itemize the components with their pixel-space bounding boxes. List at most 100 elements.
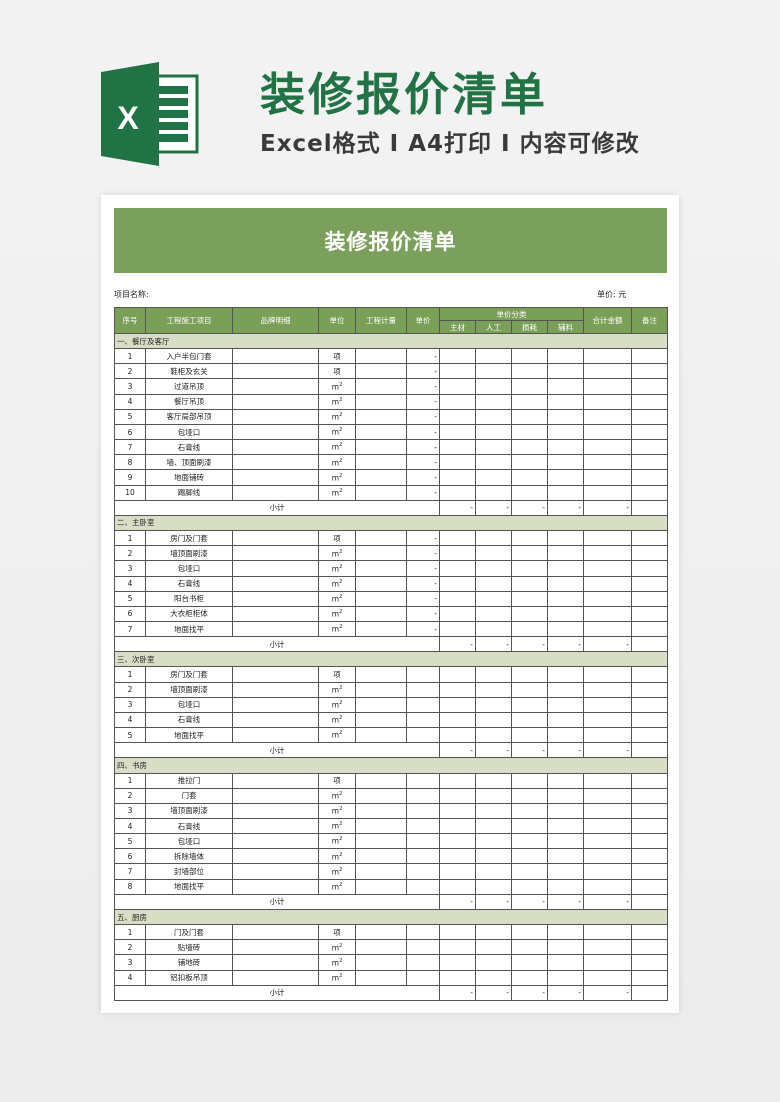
row-aux[interactable] [547, 802, 584, 820]
section-title[interactable]: 三、次卧室 [114, 651, 668, 668]
row-total[interactable] [583, 954, 632, 971]
row-no[interactable]: 2 [114, 363, 146, 380]
row-main[interactable] [439, 575, 476, 592]
row-labor[interactable] [475, 590, 512, 607]
row-remark[interactable] [631, 924, 668, 941]
subtotal-loss[interactable]: - [511, 893, 548, 910]
row-brand[interactable] [232, 454, 319, 471]
row-total[interactable] [583, 545, 632, 562]
row-item[interactable]: 餐厅吊顶 [145, 393, 233, 410]
row-brand[interactable] [232, 439, 319, 456]
row-loss[interactable] [511, 560, 548, 577]
row-brand[interactable] [232, 787, 319, 804]
row-brand[interactable] [232, 545, 319, 562]
row-loss[interactable] [511, 484, 548, 501]
row-loss[interactable] [511, 605, 548, 622]
row-total[interactable] [583, 802, 632, 820]
row-item[interactable]: 封墙部位 [145, 863, 233, 880]
subtotal-remark[interactable] [631, 984, 668, 1001]
row-price[interactable]: - [406, 620, 440, 638]
row-labor[interactable] [475, 924, 512, 941]
row-item[interactable]: 门及门套 [145, 924, 233, 941]
row-remark[interactable] [631, 484, 668, 501]
subtotal-loss[interactable]: - [511, 984, 548, 1001]
row-total[interactable] [583, 924, 632, 941]
row-item[interactable]: 包垭口 [145, 560, 233, 577]
row-main[interactable] [439, 924, 476, 941]
row-total[interactable] [583, 666, 632, 683]
row-price[interactable]: - [406, 423, 440, 441]
row-item[interactable]: 石膏线 [145, 575, 233, 592]
row-price[interactable] [406, 696, 440, 713]
row-item[interactable]: 铺地砖 [145, 954, 233, 971]
row-loss[interactable] [511, 393, 548, 410]
row-loss[interactable] [511, 954, 548, 971]
row-labor[interactable] [475, 408, 512, 425]
row-aux[interactable] [547, 863, 584, 880]
row-labor[interactable] [475, 530, 512, 547]
row-unit[interactable]: 项 [318, 348, 356, 365]
row-qty[interactable] [355, 939, 407, 956]
row-no[interactable]: 8 [114, 454, 146, 471]
row-price[interactable]: - [406, 575, 440, 592]
row-brand[interactable] [232, 848, 319, 865]
row-price[interactable]: - [406, 484, 440, 501]
row-remark[interactable] [631, 575, 668, 592]
row-main[interactable] [439, 393, 476, 410]
row-aux[interactable] [547, 969, 584, 986]
row-unit[interactable]: 项 [318, 666, 356, 683]
row-unit[interactable]: m2 [318, 484, 356, 501]
row-no[interactable]: 2 [114, 787, 146, 804]
row-no[interactable]: 6 [114, 423, 146, 441]
row-labor[interactable] [475, 666, 512, 683]
row-remark[interactable] [631, 772, 668, 789]
row-qty[interactable] [355, 696, 407, 713]
row-unit[interactable]: m2 [318, 863, 356, 880]
row-main[interactable] [439, 484, 476, 501]
row-remark[interactable] [631, 454, 668, 471]
row-brand[interactable] [232, 363, 319, 380]
row-labor[interactable] [475, 969, 512, 986]
row-main[interactable] [439, 711, 476, 729]
row-total[interactable] [583, 772, 632, 789]
row-brand[interactable] [232, 817, 319, 835]
row-total[interactable] [583, 878, 632, 895]
row-qty[interactable] [355, 530, 407, 547]
row-loss[interactable] [511, 969, 548, 986]
row-no[interactable]: 8 [114, 878, 146, 895]
row-unit[interactable]: m2 [318, 423, 356, 441]
row-unit[interactable]: m2 [318, 605, 356, 622]
row-qty[interactable] [355, 348, 407, 365]
row-qty[interactable] [355, 620, 407, 638]
row-qty[interactable] [355, 848, 407, 865]
row-no[interactable]: 9 [114, 469, 146, 486]
row-price[interactable] [406, 817, 440, 835]
row-aux[interactable] [547, 787, 584, 804]
row-main[interactable] [439, 605, 476, 622]
row-loss[interactable] [511, 696, 548, 713]
row-qty[interactable] [355, 772, 407, 789]
row-loss[interactable] [511, 469, 548, 486]
row-aux[interactable] [547, 560, 584, 577]
row-no[interactable]: 2 [114, 545, 146, 562]
row-unit[interactable]: m2 [318, 681, 356, 698]
row-total[interactable] [583, 848, 632, 865]
subtotal-aux[interactable]: - [547, 636, 584, 653]
row-qty[interactable] [355, 863, 407, 880]
subtotal-remark[interactable] [631, 499, 668, 516]
row-loss[interactable] [511, 363, 548, 380]
subtotal-label[interactable]: 小计 [114, 742, 440, 759]
row-qty[interactable] [355, 969, 407, 986]
row-qty[interactable] [355, 711, 407, 729]
row-loss[interactable] [511, 348, 548, 365]
row-main[interactable] [439, 363, 476, 380]
subtotal-main[interactable]: - [439, 499, 476, 516]
row-qty[interactable] [355, 878, 407, 895]
row-aux[interactable] [547, 939, 584, 956]
row-brand[interactable] [232, 484, 319, 501]
row-no[interactable]: 5 [114, 408, 146, 425]
row-item[interactable]: 包垭口 [145, 423, 233, 441]
row-no[interactable]: 4 [114, 817, 146, 835]
row-labor[interactable] [475, 939, 512, 956]
row-no[interactable]: 3 [114, 696, 146, 713]
